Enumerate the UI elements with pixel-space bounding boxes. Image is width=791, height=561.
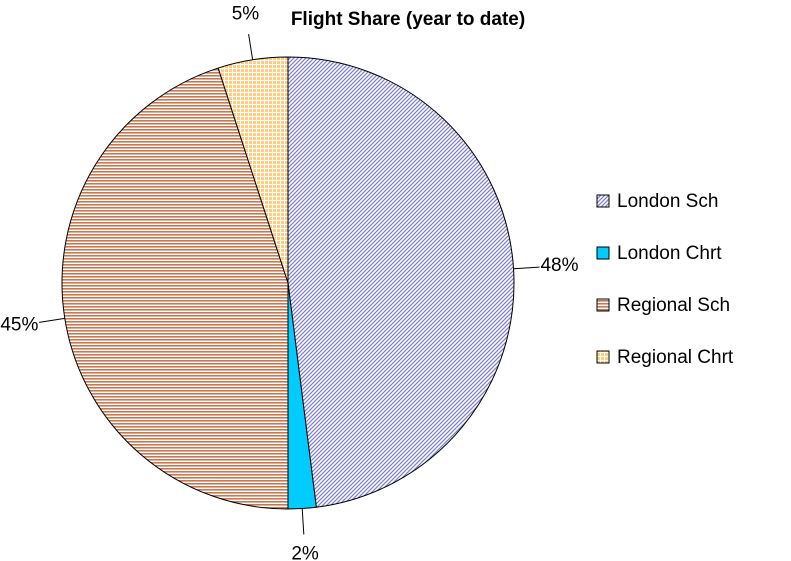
data-label: 2%	[291, 543, 319, 561]
legend-swatch	[596, 350, 610, 364]
leader-line	[39, 317, 65, 323]
legend-label: Regional Sch	[617, 295, 730, 316]
leader-line	[513, 266, 540, 270]
data-label: 5%	[232, 3, 260, 24]
legend-label: London Chrt	[617, 243, 722, 264]
legend-swatch	[596, 246, 610, 260]
chart-title: Flight Share (year to date)	[291, 9, 525, 30]
legend-label: London Sch	[617, 191, 718, 212]
data-label: 45%	[0, 315, 38, 336]
pie-slice	[287, 56, 515, 508]
legend-swatch	[596, 194, 610, 208]
leader-line	[248, 34, 254, 60]
data-label: 48%	[540, 255, 578, 276]
leader-line	[301, 508, 305, 535]
legend-swatch	[596, 298, 610, 312]
legend-label: Regional Chrt	[617, 347, 734, 368]
